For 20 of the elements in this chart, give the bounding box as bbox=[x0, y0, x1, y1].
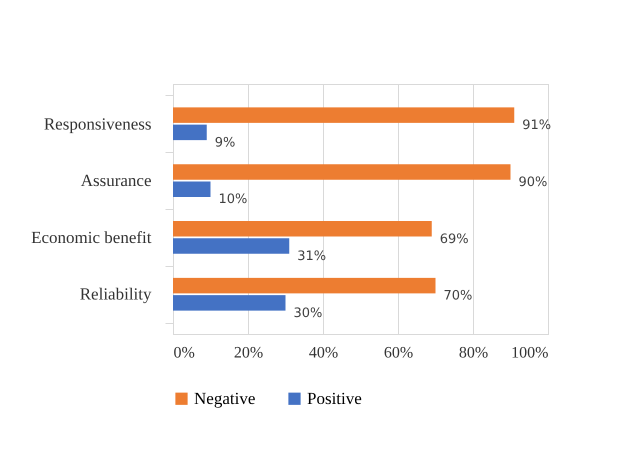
x-tick-label: 100% bbox=[511, 344, 548, 362]
x-tick-label: 40% bbox=[308, 344, 338, 362]
data-label: 69% bbox=[440, 232, 469, 247]
data-label: 31% bbox=[297, 249, 326, 264]
y-tick-label: Responsiveness bbox=[44, 114, 152, 134]
x-tick-label: 60% bbox=[384, 344, 414, 362]
y-tick-label: Reliability bbox=[80, 284, 152, 304]
legend-label: Negative bbox=[194, 388, 256, 408]
y-tick-label: Economic benefit bbox=[31, 228, 152, 247]
data-label: 91% bbox=[522, 118, 552, 134]
data-label: 9% bbox=[214, 135, 236, 150]
x-tick-label: 80% bbox=[458, 344, 488, 362]
data-label: 30% bbox=[294, 306, 322, 321]
data-label: 10% bbox=[218, 192, 248, 208]
legend-label: Positive bbox=[307, 388, 362, 408]
y-tick-label: Assurance bbox=[80, 171, 152, 190]
data-label: 70% bbox=[444, 288, 472, 304]
x-tick-label: 0% bbox=[174, 344, 195, 362]
x-tick-label: 20% bbox=[234, 344, 264, 362]
data-label: 90% bbox=[518, 174, 548, 190]
